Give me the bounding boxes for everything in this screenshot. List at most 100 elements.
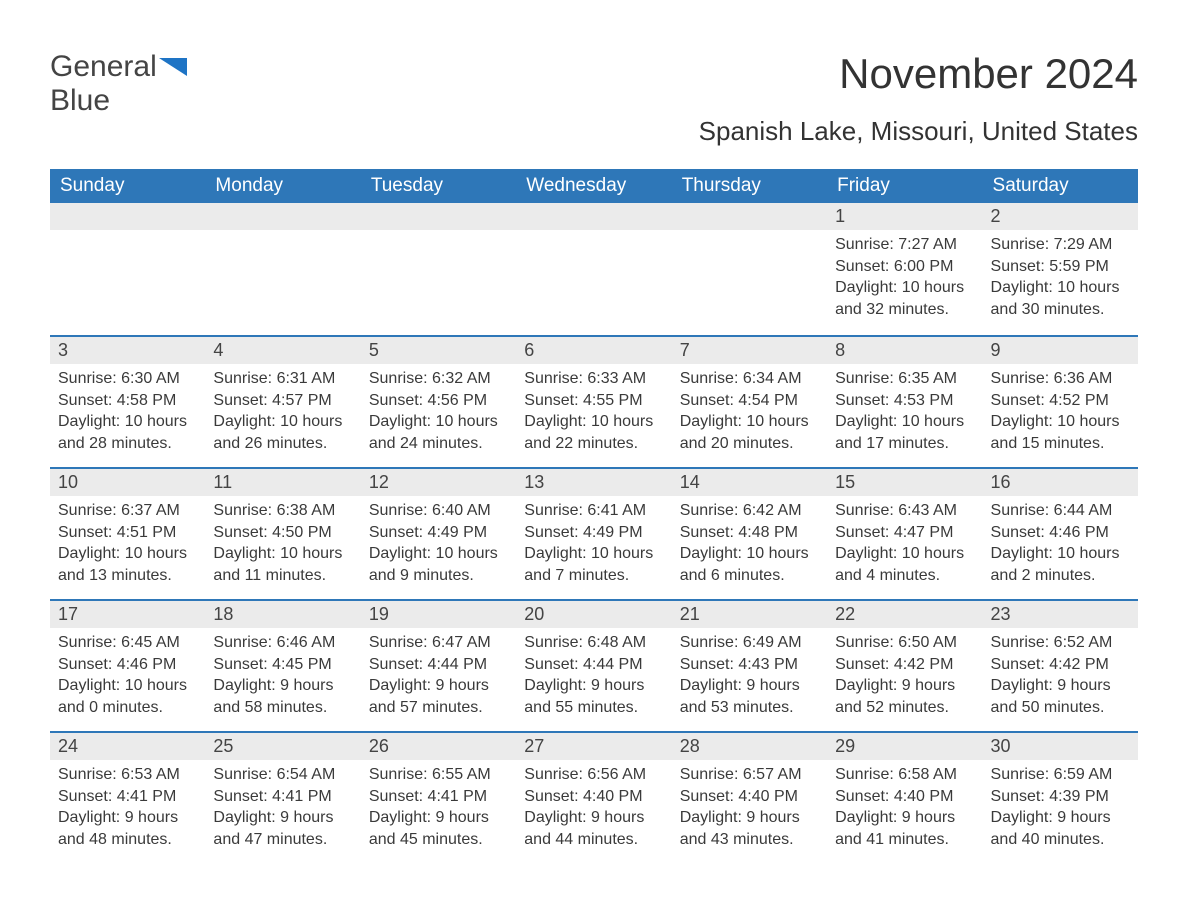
day-number: 10 [50,467,205,496]
calendar-cell: 8Sunrise: 6:35 AMSunset: 4:53 PMDaylight… [827,335,982,467]
calendar-cell: 18Sunrise: 6:46 AMSunset: 4:45 PMDayligh… [205,599,360,731]
sunrise-text: Sunrise: 6:34 AM [680,368,819,390]
day-body: Sunrise: 6:55 AMSunset: 4:41 PMDaylight:… [361,760,516,858]
day-body: Sunrise: 7:29 AMSunset: 5:59 PMDaylight:… [983,230,1138,328]
daylight-text: Daylight: 9 hours and 57 minutes. [369,675,508,718]
daylight-text: Daylight: 10 hours and 9 minutes. [369,543,508,586]
day-header: Friday [827,169,982,203]
sunrise-text: Sunrise: 6:33 AM [524,368,663,390]
daylight-text: Daylight: 9 hours and 47 minutes. [213,807,352,850]
logo: General Blue [50,50,187,118]
day-number: 2 [983,203,1138,230]
sunset-text: Sunset: 4:49 PM [524,522,663,544]
sunrise-text: Sunrise: 6:56 AM [524,764,663,786]
daylight-text: Daylight: 10 hours and 7 minutes. [524,543,663,586]
calendar-cell [672,203,827,335]
calendar-cell: 14Sunrise: 6:42 AMSunset: 4:48 PMDayligh… [672,467,827,599]
day-body: Sunrise: 6:34 AMSunset: 4:54 PMDaylight:… [672,364,827,462]
sunset-text: Sunset: 4:42 PM [991,654,1130,676]
month-title: November 2024 [699,50,1138,98]
sunset-text: Sunset: 4:39 PM [991,786,1130,808]
logo-word-1: General [50,50,157,84]
calendar-table: SundayMondayTuesdayWednesdayThursdayFrid… [50,169,1138,863]
day-number: 14 [672,467,827,496]
day-number: 3 [50,335,205,364]
day-number: 19 [361,599,516,628]
sunrise-text: Sunrise: 6:47 AM [369,632,508,654]
day-number: 1 [827,203,982,230]
day-number-bar [361,203,516,230]
sunset-text: Sunset: 4:58 PM [58,390,197,412]
calendar-cell: 4Sunrise: 6:31 AMSunset: 4:57 PMDaylight… [205,335,360,467]
day-number-bar [205,203,360,230]
calendar-week: 3 Sunrise: 6:30 AMSunset: 4:58 PM Daylight… [50,335,1138,467]
sunset-text: Sunset: 4:54 PM [680,390,819,412]
calendar-cell [205,203,360,335]
daylight-text: Daylight: 10 hours and 26 minutes. [213,411,352,454]
day-body: Sunrise: 6:57 AMSunset: 4:40 PMDaylight:… [672,760,827,858]
sunrise-text: Sunrise: 6:35 AM [835,368,974,390]
day-header: Tuesday [361,169,516,203]
sunset-text: Sunset: 4:48 PM [680,522,819,544]
daylight-text: Daylight: 9 hours and 43 minutes. [680,807,819,850]
calendar-cell: 26Sunrise: 6:55 AMSunset: 4:41 PMDayligh… [361,731,516,863]
sunrise-text: Sunrise: 6:50 AM [835,632,974,654]
sunset-text: Sunset: 4:44 PM [369,654,508,676]
sunset-text: Sunset: 4:50 PM [213,522,352,544]
day-header: Saturday [983,169,1138,203]
sunset-text: Sunset: 4:56 PM [369,390,508,412]
sunrise-text: Sunrise: 6:41 AM [524,500,663,522]
calendar-cell: 12Sunrise: 6:40 AMSunset: 4:49 PMDayligh… [361,467,516,599]
sunset-text: Sunset: 4:41 PM [58,786,197,808]
day-body: Sunrise: 6:31 AMSunset: 4:57 PMDaylight:… [205,364,360,462]
day-number-bar [672,203,827,230]
day-header: Wednesday [516,169,671,203]
daylight-text: Daylight: 9 hours and 48 minutes. [58,807,197,850]
daylight-text: Daylight: 9 hours and 50 minutes. [991,675,1130,718]
day-number: 9 [983,335,1138,364]
sunset-text: Sunset: 4:40 PM [524,786,663,808]
day-body: Sunrise: 6:44 AMSunset: 4:46 PMDaylight:… [983,496,1138,594]
calendar-cell: 11Sunrise: 6:38 AMSunset: 4:50 PMDayligh… [205,467,360,599]
daylight-text: Daylight: 9 hours and 41 minutes. [835,807,974,850]
day-number: 27 [516,731,671,760]
sunrise-text: Sunrise: 7:29 AM [991,234,1130,256]
calendar-week: 1Sunrise: 7:27 AMSunset: 6:00 PMDaylight… [50,203,1138,335]
daylight-text: Daylight: 9 hours and 58 minutes. [213,675,352,718]
sunrise-text: Sunrise: 6:43 AM [835,500,974,522]
sunset-text: Sunset: 4:43 PM [680,654,819,676]
calendar-cell: 20Sunrise: 6:48 AMSunset: 4:44 PMDayligh… [516,599,671,731]
sunset-text: Sunset: 5:59 PM [991,256,1130,278]
sunrise-text: Sunrise: 6:52 AM [991,632,1130,654]
calendar-cell: 17Sunrise: 6:45 AMSunset: 4:46 PMDayligh… [50,599,205,731]
day-number: 17 [50,599,205,628]
day-number: 22 [827,599,982,628]
sunset-text: Sunset: 4:41 PM [213,786,352,808]
calendar-cell: 28Sunrise: 6:57 AMSunset: 4:40 PMDayligh… [672,731,827,863]
sunrise-text: Sunrise: 6:30 AM [58,368,197,390]
calendar-cell: 16Sunrise: 6:44 AMSunset: 4:46 PMDayligh… [983,467,1138,599]
day-body: Sunrise: 6:35 AMSunset: 4:53 PMDaylight:… [827,364,982,462]
day-number: 12 [361,467,516,496]
day-body: Sunrise: 6:43 AMSunset: 4:47 PMDaylight:… [827,496,982,594]
sunset-text: Sunset: 4:45 PM [213,654,352,676]
sunset-text: Sunset: 4:51 PM [58,522,197,544]
day-body: Sunrise: 6:58 AMSunset: 4:40 PMDaylight:… [827,760,982,858]
day-number: 4 [205,335,360,364]
page-header: General Blue November 2024 Spanish Lake,… [50,50,1138,159]
calendar-cell: 2Sunrise: 7:29 AMSunset: 5:59 PMDaylight… [983,203,1138,335]
daylight-text: Daylight: 10 hours and 2 minutes. [991,543,1130,586]
day-number: 28 [672,731,827,760]
day-number: 23 [983,599,1138,628]
daylight-text: Daylight: 10 hours and 13 minutes. [58,543,197,586]
day-body: Sunrise: 6:47 AMSunset: 4:44 PMDaylight:… [361,628,516,726]
day-number: 26 [361,731,516,760]
day-number: 16 [983,467,1138,496]
daylight-text: Daylight: 10 hours and 20 minutes. [680,411,819,454]
calendar-cell [50,203,205,335]
day-number: 5 [361,335,516,364]
daylight-text: Daylight: 9 hours and 53 minutes. [680,675,819,718]
sunset-text: Sunset: 4:52 PM [991,390,1130,412]
calendar-cell: 9Sunrise: 6:36 AMSunset: 4:52 PMDaylight… [983,335,1138,467]
day-body: Sunrise: 6:41 AMSunset: 4:49 PMDaylight:… [516,496,671,594]
